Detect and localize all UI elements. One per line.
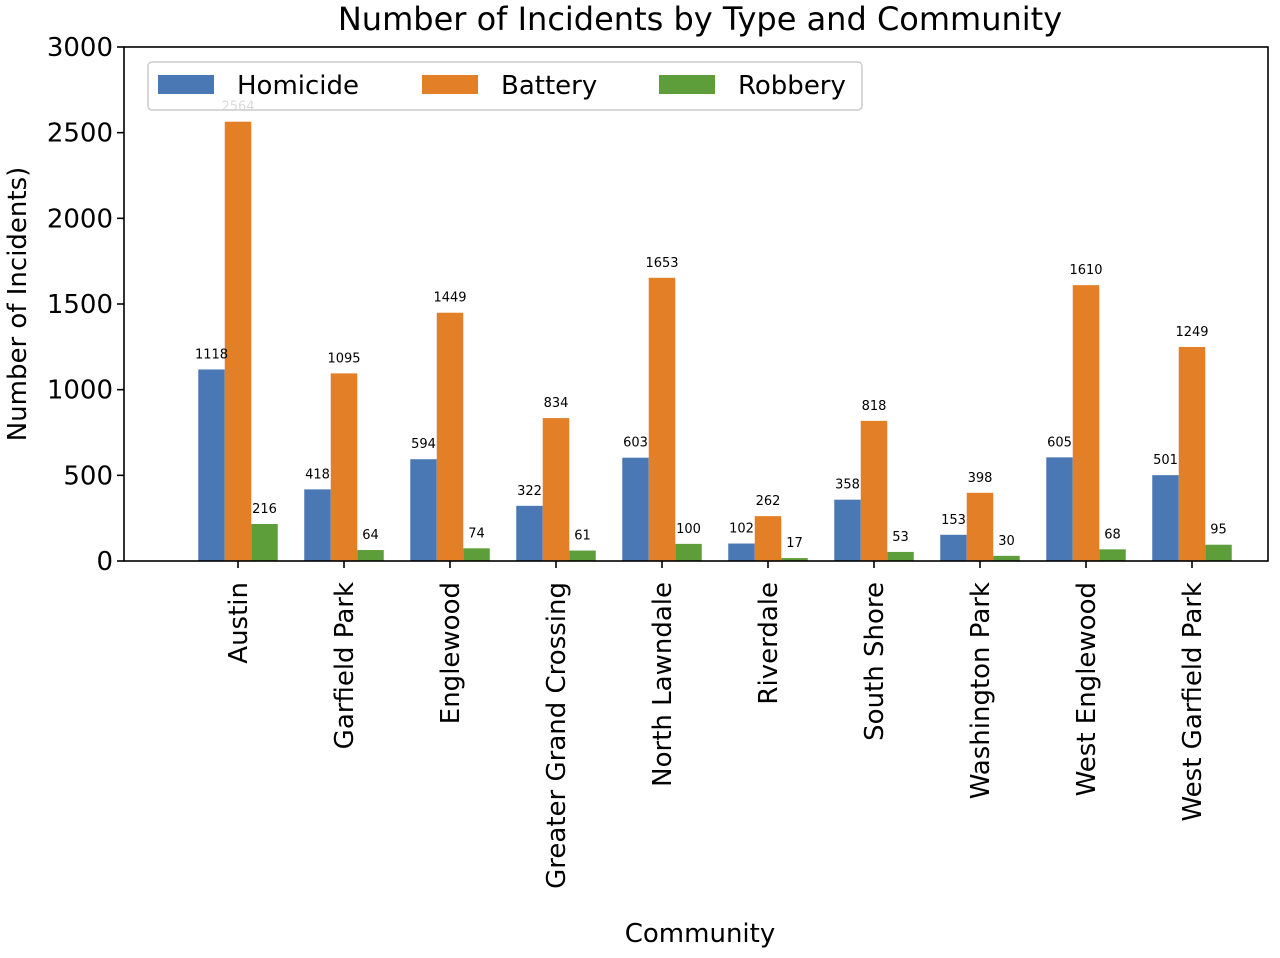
x-tick-label-3: Greater Grand Crossing	[542, 582, 572, 889]
x-axis: Austin Garfield Park Englewood Greater Gran…	[224, 561, 1208, 889]
bar-battery-6	[860, 420, 888, 561]
legend-box	[147, 61, 863, 111]
bar-homicide-3	[516, 505, 543, 561]
y-tick-label-1: 500	[63, 461, 113, 491]
bar-battery-3	[542, 418, 570, 561]
bars-group	[198, 121, 1232, 562]
data-label-robbery-3: 61	[574, 529, 591, 544]
y-tick-label-6: 3000	[47, 33, 113, 63]
bar-battery-8	[1072, 285, 1100, 561]
legend-label-battery: Battery	[501, 71, 597, 101]
data-label-battery-7: 398	[968, 471, 993, 486]
x-tick-label-8: West Englewood	[1072, 582, 1102, 796]
bar-robbery-6	[887, 551, 914, 561]
bar-homicide-2	[410, 459, 437, 561]
data-label-homicide-5: 102	[729, 522, 754, 537]
y-tick-label-3: 1500	[47, 290, 113, 320]
data-label-homicide-1: 418	[305, 467, 330, 482]
bar-homicide-1	[304, 489, 331, 561]
bar-homicide-9	[1152, 475, 1179, 561]
bar-battery-4	[648, 277, 676, 561]
bar-battery-1	[330, 373, 358, 561]
bar-robbery-3	[569, 550, 596, 561]
data-label-battery-1: 1095	[327, 351, 360, 366]
data-label-homicide-2: 594	[411, 437, 436, 452]
x-tick-label-5: Riverdale	[754, 582, 784, 705]
bar-battery-5	[754, 516, 782, 561]
data-label-robbery-8: 68	[1104, 527, 1121, 542]
bar-robbery-2	[463, 548, 490, 561]
y-tick-label-0: 0	[96, 547, 113, 577]
bar-battery-7	[966, 492, 994, 561]
y-tick-label-2: 1000	[47, 376, 113, 406]
data-label-homicide-9: 501	[1153, 453, 1178, 468]
y-axis-title: Number of Incidents)	[3, 167, 33, 442]
data-label-battery-4: 1653	[645, 256, 678, 271]
legend-swatch-homicide	[158, 75, 214, 94]
bar-battery-9	[1178, 347, 1206, 561]
data-label-robbery-7: 30	[998, 534, 1015, 549]
data-label-homicide-3: 322	[517, 484, 542, 499]
bar-battery-2	[436, 312, 464, 561]
data-label-robbery-2: 74	[468, 526, 485, 541]
y-tick-label-4: 2000	[47, 204, 113, 234]
data-label-homicide-7: 153	[941, 513, 966, 528]
legend-label-robbery: Robbery	[738, 71, 846, 101]
bar-robbery-9	[1205, 544, 1232, 561]
bar-robbery-0	[251, 523, 278, 561]
bar-robbery-5	[781, 558, 808, 561]
data-label-battery-2: 1449	[433, 291, 466, 306]
x-tick-label-4: North Lawndale	[648, 582, 678, 787]
bar-homicide-8	[1046, 457, 1073, 561]
data-label-robbery-9: 95	[1210, 523, 1227, 538]
bar-homicide-0	[198, 369, 225, 561]
legend-swatch-robbery	[659, 75, 715, 94]
data-label-battery-5: 262	[756, 494, 781, 509]
bar-robbery-1	[357, 550, 384, 561]
bar-homicide-6	[834, 499, 861, 561]
bar-homicide-5	[728, 543, 755, 561]
x-tick-label-0: Austin	[224, 582, 254, 664]
x-tick-label-2: Englewood	[436, 582, 466, 724]
y-tick-label-5: 2500	[47, 119, 113, 149]
data-label-robbery-0: 216	[252, 502, 277, 517]
bar-homicide-7	[940, 534, 967, 561]
x-tick-label-6: South Shore	[860, 582, 890, 741]
data-label-battery-6: 818	[862, 399, 887, 414]
data-label-robbery-5: 17	[786, 536, 803, 551]
data-label-homicide-8: 605	[1047, 435, 1072, 450]
data-label-robbery-4: 100	[676, 522, 701, 537]
x-tick-label-9: West Garfield Park	[1178, 582, 1208, 822]
legend-label-homicide: Homicide	[237, 71, 359, 101]
chart-title: Number of Incidents by Type and Communit…	[338, 0, 1062, 38]
data-label-robbery-6: 53	[892, 530, 909, 545]
data-label-battery-8: 1610	[1069, 263, 1102, 278]
data-label-homicide-6: 358	[835, 478, 860, 493]
y-axis: 0 500 1000 1500 2000 2500 3000	[47, 33, 124, 577]
x-tick-label-1: Garfield Park	[330, 582, 360, 749]
data-label-battery-3: 834	[544, 396, 569, 411]
legend-swatch-battery	[422, 75, 478, 94]
data-label-homicide-0: 1118	[195, 347, 228, 362]
data-label-battery-9: 1249	[1175, 325, 1208, 340]
x-tick-label-7: Washington Park	[966, 582, 996, 799]
legend: Homicide Battery Robbery	[147, 61, 863, 111]
bar-robbery-8	[1099, 549, 1126, 561]
plot-frame	[123, 46, 1269, 562]
bar-battery-0	[224, 121, 252, 562]
bar-robbery-4	[675, 543, 702, 561]
x-axis-title: Community	[625, 919, 775, 949]
data-label-homicide-4: 603	[623, 436, 648, 451]
bar-homicide-4	[622, 457, 649, 561]
data-label-robbery-1: 64	[362, 528, 379, 543]
bar-robbery-7	[993, 555, 1020, 561]
